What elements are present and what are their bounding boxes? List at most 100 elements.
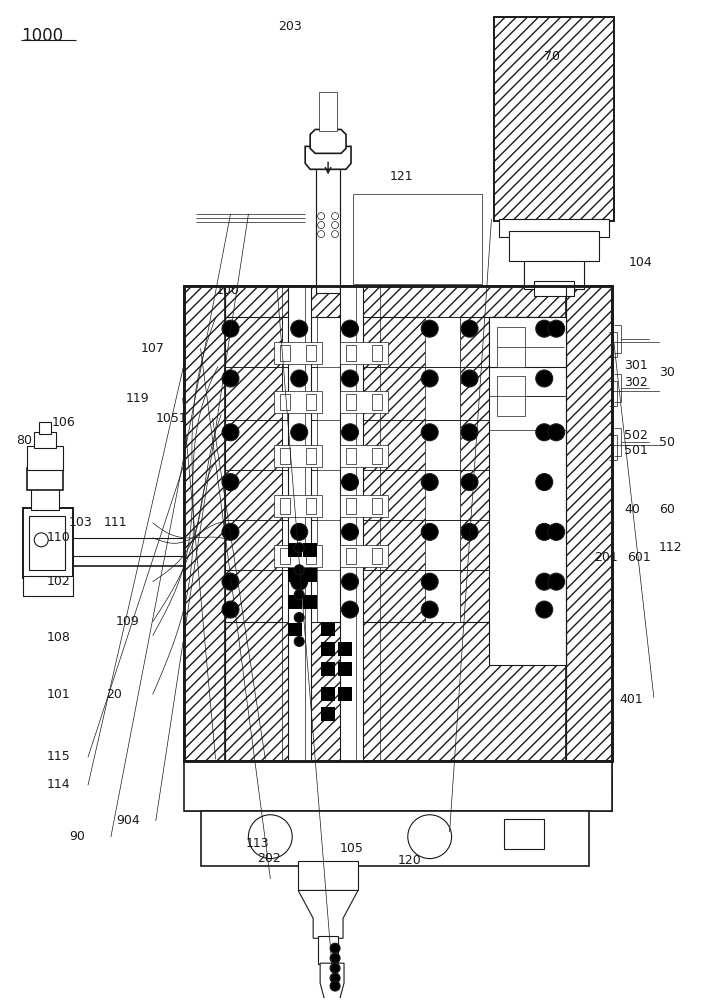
Bar — [338, 687, 352, 701]
Bar — [225, 570, 282, 622]
Bar — [372, 448, 382, 464]
Polygon shape — [310, 129, 346, 153]
Circle shape — [249, 815, 292, 859]
Circle shape — [461, 370, 478, 387]
Bar — [504, 819, 544, 849]
Bar — [340, 342, 388, 364]
Bar — [321, 662, 335, 676]
Circle shape — [421, 424, 438, 441]
Text: 105: 105 — [340, 842, 364, 855]
Circle shape — [536, 523, 553, 540]
Circle shape — [222, 474, 239, 491]
Bar — [288, 543, 302, 557]
Bar — [372, 548, 382, 564]
Text: 201: 201 — [594, 551, 618, 564]
Bar — [340, 445, 388, 467]
Bar — [23, 508, 73, 578]
Bar — [306, 394, 316, 410]
Bar — [306, 448, 316, 464]
Bar — [35, 432, 56, 448]
Circle shape — [536, 601, 553, 618]
Circle shape — [35, 533, 48, 547]
Circle shape — [461, 474, 478, 491]
Circle shape — [342, 320, 359, 337]
Bar — [321, 687, 335, 701]
Bar — [225, 420, 282, 470]
Circle shape — [342, 424, 359, 441]
Circle shape — [291, 573, 308, 590]
Bar — [499, 219, 609, 237]
Bar — [338, 662, 352, 676]
Bar — [23, 576, 73, 596]
Circle shape — [318, 222, 325, 229]
Bar — [184, 286, 612, 761]
Bar — [275, 391, 322, 413]
Bar — [28, 468, 63, 490]
Text: 115: 115 — [46, 750, 70, 763]
Bar — [225, 520, 282, 570]
Bar — [280, 394, 290, 410]
Bar — [460, 317, 566, 367]
Circle shape — [536, 424, 553, 441]
Bar — [338, 642, 352, 656]
Bar — [282, 420, 317, 470]
Text: 101: 101 — [46, 688, 70, 701]
Text: 104: 104 — [629, 256, 652, 269]
Bar — [525, 259, 584, 289]
Bar — [494, 17, 614, 221]
Bar — [184, 761, 612, 811]
Bar — [510, 231, 599, 261]
Bar — [425, 570, 460, 622]
Bar — [355, 570, 455, 622]
Bar — [306, 498, 316, 514]
Polygon shape — [320, 963, 344, 1000]
Bar — [566, 286, 612, 761]
Circle shape — [408, 815, 452, 859]
Text: 401: 401 — [619, 693, 642, 706]
Bar — [28, 446, 63, 470]
Text: 111: 111 — [104, 516, 128, 529]
Bar — [184, 761, 612, 811]
Circle shape — [291, 424, 308, 441]
Text: 120: 120 — [397, 854, 421, 867]
Bar — [280, 345, 290, 361]
Circle shape — [332, 222, 339, 229]
Bar — [340, 391, 388, 413]
Bar — [460, 367, 566, 420]
Circle shape — [548, 320, 565, 337]
Circle shape — [342, 370, 359, 387]
Bar — [510, 824, 539, 844]
Text: 301: 301 — [624, 359, 647, 372]
Text: 106: 106 — [52, 416, 75, 429]
Text: 203: 203 — [278, 20, 302, 33]
Circle shape — [342, 601, 359, 618]
Bar — [425, 520, 460, 570]
Text: 114: 114 — [46, 778, 70, 791]
Bar — [288, 623, 302, 636]
Bar — [346, 548, 356, 564]
Bar — [225, 286, 566, 317]
Circle shape — [421, 601, 438, 618]
Bar — [355, 520, 455, 570]
Circle shape — [342, 573, 359, 590]
Bar — [225, 470, 282, 520]
Circle shape — [291, 523, 308, 540]
Bar — [346, 498, 356, 514]
Circle shape — [222, 424, 239, 441]
Circle shape — [421, 370, 438, 387]
Circle shape — [461, 424, 478, 441]
Text: 119: 119 — [126, 392, 150, 405]
Text: 1051: 1051 — [156, 412, 188, 425]
Circle shape — [318, 213, 325, 220]
Bar — [306, 345, 316, 361]
Text: 108: 108 — [46, 631, 70, 644]
Text: 904: 904 — [116, 814, 140, 827]
Text: 109: 109 — [116, 615, 140, 628]
Circle shape — [536, 370, 553, 387]
Bar — [275, 445, 322, 467]
Bar — [319, 92, 337, 131]
Circle shape — [342, 523, 359, 540]
Circle shape — [342, 474, 359, 491]
Bar — [23, 576, 73, 596]
Bar — [489, 317, 566, 665]
